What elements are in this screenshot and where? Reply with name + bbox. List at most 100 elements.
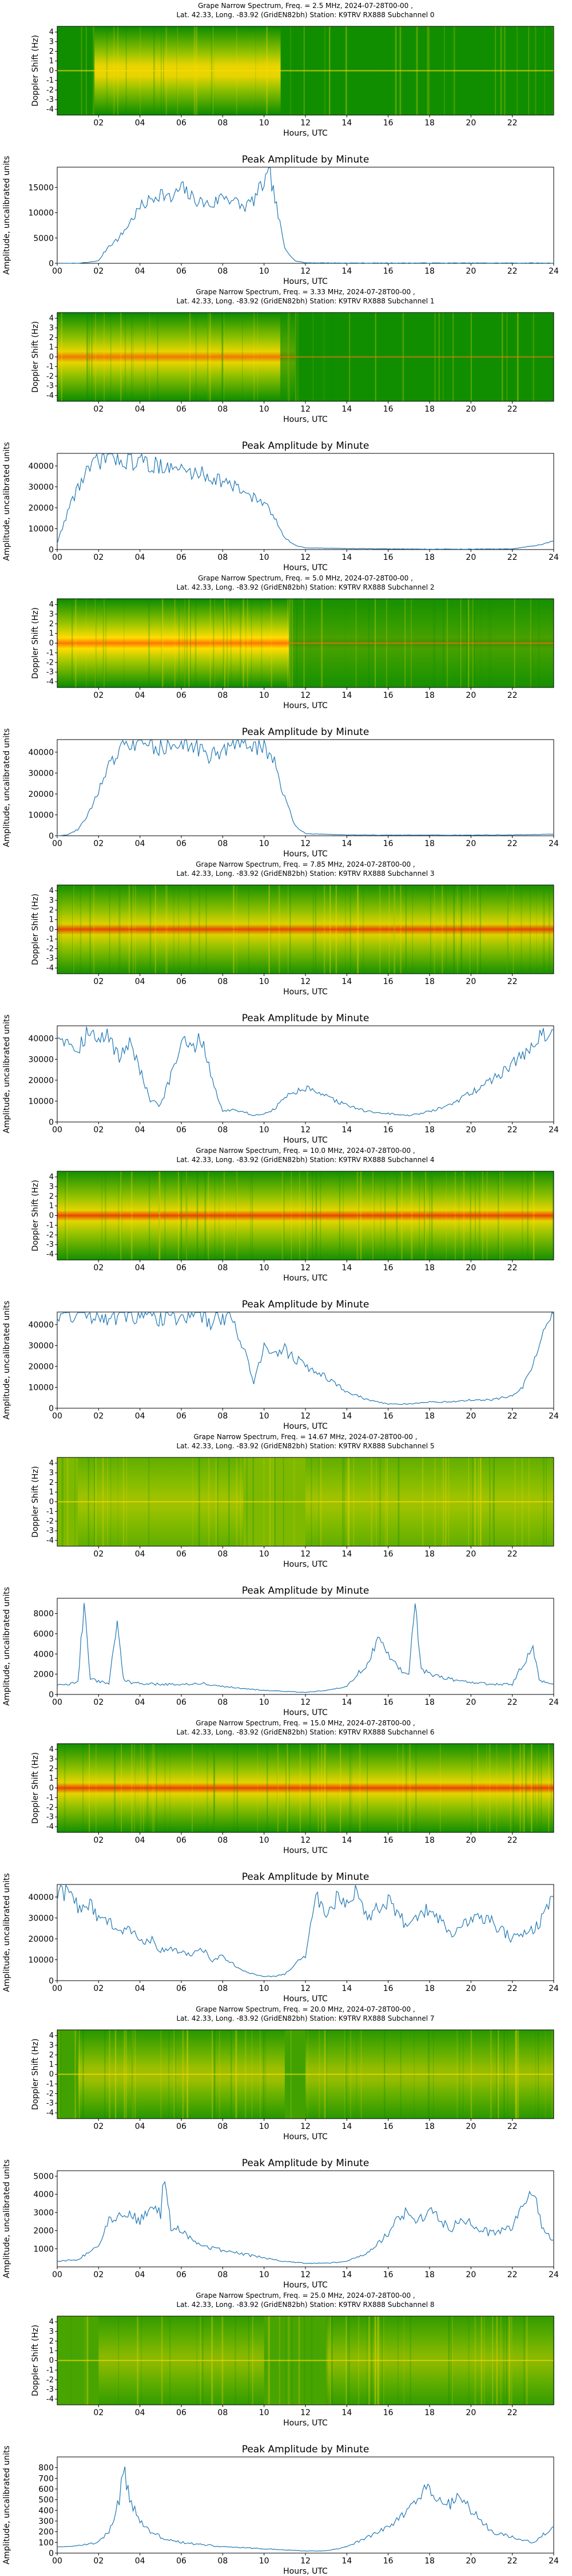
amp-ytick-label: 0 xyxy=(49,546,54,555)
spectrogram-title-line1: Grape Narrow Spectrum, Freq. = 7.85 MHz,… xyxy=(196,860,415,868)
spectrogram-xtick-label: 22 xyxy=(507,405,518,414)
amp-xtick-label: 24 xyxy=(549,2557,559,2566)
spectrogram-ytick-label: -4 xyxy=(46,105,54,114)
spectrogram-ytick-label: -1 xyxy=(46,76,54,85)
spectrogram-xtick-label: 14 xyxy=(341,405,352,414)
amp-xtick-label: 08 xyxy=(217,1984,228,1993)
amp-xlabel: Hours, UTC xyxy=(283,1708,328,1717)
amp-xtick-label: 20 xyxy=(466,1125,476,1135)
amp-series-line xyxy=(57,452,554,550)
spectrogram-ylabel: Doppler Shift (Hz) xyxy=(31,607,40,679)
amp-xtick-label: 04 xyxy=(135,267,145,276)
spectrogram-title-line2: Lat. 42.33, Long. -83.92 (GridEN82bh) St… xyxy=(176,2301,434,2309)
amp-chart-title: Peak Amplitude by Minute xyxy=(242,154,370,165)
spectrogram-title-line1: Grape Narrow Spectrum, Freq. = 15.0 MHz,… xyxy=(196,1719,415,1727)
spectrogram-ytick-label: 2 xyxy=(49,620,54,629)
amp-xtick-label: 10 xyxy=(259,2557,269,2566)
spectrogram-xtick-label: 10 xyxy=(259,1263,269,1273)
spectrogram-ytick-label: -3 xyxy=(46,96,54,104)
spectrogram-title-line1: Grape Narrow Spectrum, Freq. = 20.0 MHz,… xyxy=(196,2005,415,2013)
spectrogram-ytick-label: 2 xyxy=(49,1479,54,1487)
amp-xtick-label: 14 xyxy=(341,267,352,276)
spectrogram-title-line2: Lat. 42.33, Long. -83.92 (GridEN82bh) St… xyxy=(176,11,434,19)
amp-xtick-label: 04 xyxy=(135,2270,145,2279)
spectrogram-ytick-label: 1 xyxy=(49,343,54,352)
amp-xtick-label: 24 xyxy=(549,2270,559,2279)
panel-pair-8: Grape Narrow Spectrum, Freq. = 25.0 MHz,… xyxy=(0,2290,572,2576)
amp-chart-title: Peak Amplitude by Minute xyxy=(242,440,370,452)
spectrogram-ytick-label: -1 xyxy=(46,1507,54,1516)
spectrogram-title-line2: Lat. 42.33, Long. -83.92 (GridEN82bh) St… xyxy=(176,2014,434,2022)
amp-ytick-label: 10000 xyxy=(28,524,54,534)
panel-svg-7: Grape Narrow Spectrum, Freq. = 20.0 MHz,… xyxy=(2,2005,559,2290)
spectrogram-xtick-label: 14 xyxy=(341,977,352,986)
amp-chart-title: Peak Amplitude by Minute xyxy=(242,1299,370,1310)
amp-ytick-label: 500 xyxy=(38,2496,54,2505)
spectrogram-xtick-label: 12 xyxy=(300,2408,311,2417)
spectrogram-ytick-label: 2 xyxy=(49,2051,54,2060)
amp-xtick-label: 02 xyxy=(93,1125,104,1135)
spectrogram-ytick-label: 4 xyxy=(49,1173,54,1182)
panel-pair-5: Grape Narrow Spectrum, Freq. = 14.67 MHz… xyxy=(0,1431,572,1717)
spectrogram-ytick-label: 2 xyxy=(49,1192,54,1201)
amp-xlabel: Hours, UTC xyxy=(283,1136,328,1145)
spectrogram-ytick-label: 4 xyxy=(49,2318,54,2326)
spectrogram-xtick-label: 14 xyxy=(341,1550,352,1559)
amp-ytick-label: 4000 xyxy=(33,1650,54,1659)
amp-series-line xyxy=(57,1603,554,1693)
amp-chart-title: Peak Amplitude by Minute xyxy=(242,2158,370,2169)
amp-ytick-label: 0 xyxy=(49,1118,54,1127)
panel-pair-6: Grape Narrow Spectrum, Freq. = 15.0 MHz,… xyxy=(0,1717,572,2004)
amp-xtick-label: 24 xyxy=(549,1125,559,1135)
amp-ytick-label: 3000 xyxy=(33,2208,54,2218)
spectrogram-xtick-label: 02 xyxy=(93,691,104,700)
amp-xtick-label: 16 xyxy=(383,1698,394,1707)
amp-xtick-label: 06 xyxy=(176,1698,186,1707)
spectrogram-xtick-label: 18 xyxy=(424,118,435,128)
amp-xtick-label: 18 xyxy=(424,1984,435,1993)
spectrogram-xtick-label: 16 xyxy=(383,1836,394,1845)
amp-ytick-label: 400 xyxy=(38,2506,54,2515)
spectrogram-xtick-label: 06 xyxy=(176,2408,186,2417)
amp-xtick-label: 04 xyxy=(135,839,145,848)
spectrogram-ytick-label: -3 xyxy=(46,382,54,390)
amp-xtick-label: 12 xyxy=(300,1412,311,1421)
spectrogram-xtick-label: 02 xyxy=(93,977,104,986)
amp-xtick-label: 06 xyxy=(176,1984,186,1993)
spectrogram-ytick-label: -2 xyxy=(46,1517,54,1526)
amp-xtick-label: 24 xyxy=(549,1984,559,1993)
spectrogram-ytick-label: 0 xyxy=(49,1212,54,1220)
spectrogram-xtick-label: 04 xyxy=(135,691,145,700)
spectrogram-xlabel: Hours, UTC xyxy=(283,1560,328,1569)
amp-ytick-label: 100 xyxy=(38,2538,54,2547)
amp-xtick-label: 10 xyxy=(259,553,269,562)
spectrogram-xtick-label: 22 xyxy=(507,1263,518,1273)
amp-xtick-label: 16 xyxy=(383,2557,394,2566)
amp-ytick-label: 40000 xyxy=(28,748,54,757)
spectrogram-xtick-label: 10 xyxy=(259,977,269,986)
amp-ytick-label: 30000 xyxy=(28,1341,54,1350)
amp-xtick-label: 14 xyxy=(341,1984,352,1993)
amp-ytick-label: 0 xyxy=(49,1690,54,1700)
spectrogram-xtick-label: 20 xyxy=(466,118,476,128)
spectrogram-xtick-label: 20 xyxy=(466,2408,476,2417)
panel-pair-1: Grape Narrow Spectrum, Freq. = 3.33 MHz,… xyxy=(0,286,572,572)
spectrogram-xtick-label: 06 xyxy=(176,405,186,414)
spectrogram-xtick-label: 02 xyxy=(93,2122,104,2131)
amp-ytick-label: 0 xyxy=(49,832,54,841)
amp-ytick-label: 0 xyxy=(49,1977,54,1986)
amp-chart-frame xyxy=(57,2456,554,2554)
amp-ytick-label: 5000 xyxy=(33,2172,54,2182)
amp-xtick-label: 02 xyxy=(93,2270,104,2279)
amp-xtick-label: 06 xyxy=(176,2557,186,2566)
amp-ytick-label: 6000 xyxy=(33,1630,54,1639)
spectrogram-ylabel: Doppler Shift (Hz) xyxy=(31,35,40,106)
amp-ylabel: Amplitude, uncalibrated units xyxy=(2,156,11,275)
amp-xtick-label: 06 xyxy=(176,1412,186,1421)
amp-series-line xyxy=(57,1026,554,1116)
amp-chart-title: Peak Amplitude by Minute xyxy=(242,1871,370,1883)
spectrogram-xtick-label: 02 xyxy=(93,1550,104,1559)
amp-ytick-label: 800 xyxy=(38,2464,54,2473)
amp-xlabel: Hours, UTC xyxy=(283,1994,328,2004)
amp-ytick-label: 10000 xyxy=(28,1955,54,1965)
